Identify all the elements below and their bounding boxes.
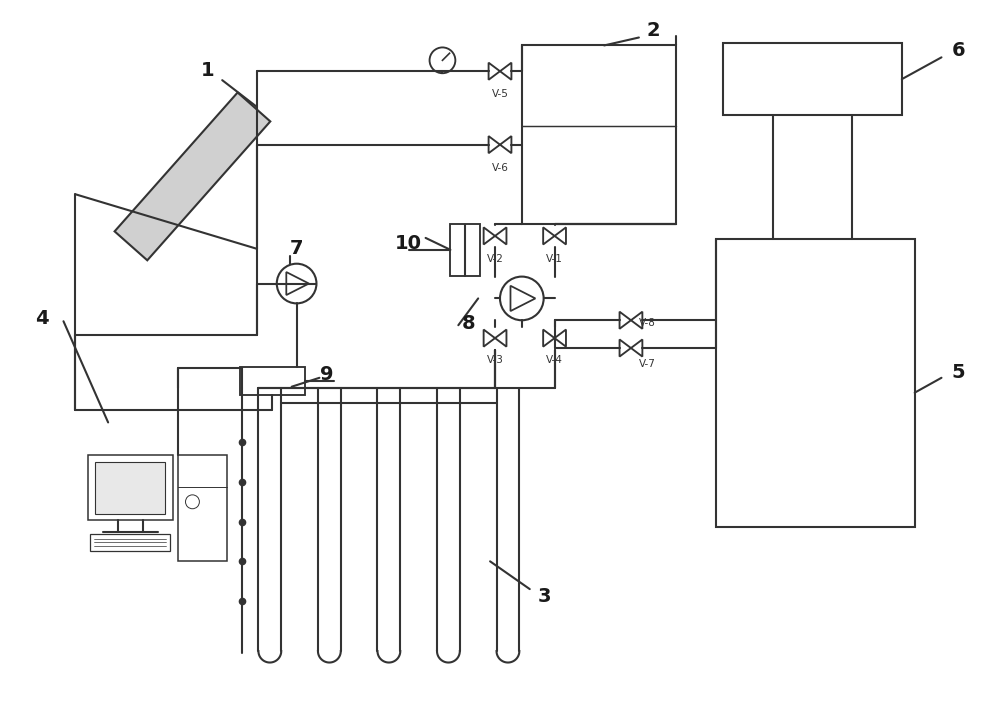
Bar bbox=[240, 367, 305, 394]
Text: V-6: V-6 bbox=[492, 162, 508, 172]
Text: 10: 10 bbox=[395, 234, 422, 253]
Text: 8: 8 bbox=[461, 314, 475, 333]
Text: 9: 9 bbox=[320, 366, 333, 385]
Bar bbox=[178, 455, 227, 561]
Polygon shape bbox=[115, 93, 270, 260]
Text: 1: 1 bbox=[201, 60, 214, 79]
Bar bbox=[90, 534, 170, 551]
Text: V-7: V-7 bbox=[639, 359, 656, 369]
Text: 3: 3 bbox=[538, 586, 551, 605]
Text: 5: 5 bbox=[951, 363, 965, 382]
Bar bbox=[95, 462, 165, 514]
Bar bbox=[450, 224, 480, 276]
Text: V-4: V-4 bbox=[546, 355, 563, 365]
Bar bbox=[522, 46, 676, 224]
Bar bbox=[723, 44, 902, 115]
Text: 7: 7 bbox=[290, 239, 303, 258]
Text: V-3: V-3 bbox=[487, 355, 503, 365]
Bar bbox=[716, 239, 915, 527]
Bar bbox=[88, 455, 173, 520]
Text: V-8: V-8 bbox=[639, 318, 656, 328]
Text: 2: 2 bbox=[647, 21, 661, 40]
Text: 6: 6 bbox=[951, 41, 965, 60]
Text: V-5: V-5 bbox=[492, 89, 508, 99]
Text: 4: 4 bbox=[35, 309, 48, 328]
Text: V-2: V-2 bbox=[487, 254, 503, 264]
Text: V-1: V-1 bbox=[546, 254, 563, 264]
